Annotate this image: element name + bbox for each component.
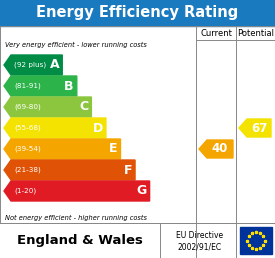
Text: England & Wales: England & Wales [17, 234, 143, 247]
Text: 67: 67 [251, 122, 267, 134]
Text: (39-54): (39-54) [14, 146, 41, 152]
Text: D: D [93, 122, 103, 134]
Text: Energy Efficiency Rating: Energy Efficiency Rating [36, 5, 239, 20]
Polygon shape [4, 118, 106, 138]
Text: C: C [79, 101, 88, 114]
Text: (1-20): (1-20) [14, 188, 36, 194]
Polygon shape [4, 160, 135, 180]
Text: Not energy efficient - higher running costs: Not energy efficient - higher running co… [5, 215, 147, 221]
Polygon shape [4, 181, 150, 201]
Polygon shape [239, 119, 271, 137]
Polygon shape [4, 97, 91, 117]
Text: (92 plus): (92 plus) [14, 62, 46, 68]
Text: Current: Current [200, 28, 232, 37]
Text: (55-68): (55-68) [14, 125, 41, 131]
Text: (81-91): (81-91) [14, 83, 41, 89]
Text: 40: 40 [212, 142, 228, 156]
Bar [0, 0, 275, 26]
Text: F: F [123, 164, 132, 176]
Text: 2002/91/EC: 2002/91/EC [178, 242, 222, 251]
Bar [240, 227, 272, 254]
Text: Potential: Potential [237, 28, 274, 37]
Polygon shape [4, 139, 120, 159]
Bar [0, 26, 275, 223]
Text: (21-38): (21-38) [14, 167, 41, 173]
Polygon shape [4, 55, 62, 75]
Text: EU Directive: EU Directive [177, 231, 224, 240]
Text: B: B [64, 79, 74, 93]
Text: A: A [50, 59, 59, 71]
Polygon shape [199, 140, 233, 158]
Text: E: E [109, 142, 117, 156]
Text: (69-80): (69-80) [14, 104, 41, 110]
Text: G: G [136, 184, 147, 198]
Polygon shape [4, 76, 77, 96]
Text: Very energy efficient - lower running costs: Very energy efficient - lower running co… [5, 42, 147, 48]
